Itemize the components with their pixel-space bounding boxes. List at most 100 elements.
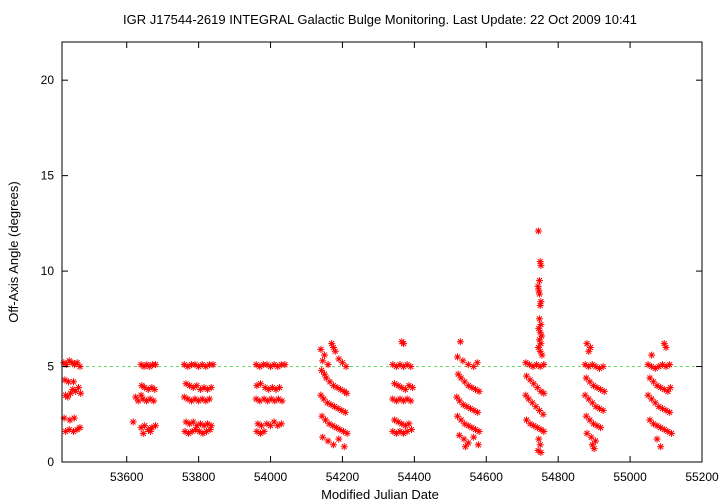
data-point [534, 282, 542, 290]
data-point [537, 261, 545, 269]
x-tick-label: 54000 [254, 470, 288, 484]
axis-ticks-layer: 53600 53800 54000 54200 54400 54600 54800 55000… [41, 42, 719, 484]
data-point [335, 435, 343, 443]
x-tick-label: 55000 [613, 470, 647, 484]
data-point [666, 361, 674, 369]
data-point [343, 429, 351, 437]
data-point [400, 363, 408, 371]
data-point [317, 391, 325, 399]
data-point [662, 343, 670, 351]
data-point [537, 321, 545, 329]
data-point [258, 422, 266, 430]
data-point [522, 391, 530, 399]
x-tick-label: 54600 [470, 470, 504, 484]
data-point [319, 357, 327, 365]
data-point [666, 408, 674, 416]
data-point [70, 378, 78, 386]
data-point [664, 387, 672, 395]
data-point [207, 384, 215, 392]
data-point [523, 416, 531, 424]
data-point [454, 353, 462, 361]
data-point [151, 361, 159, 369]
y-axis-label: Off-Axis Angle (degrees) [6, 181, 21, 322]
data-point [470, 433, 478, 441]
chart-title: IGR J17544-2619 INTEGRAL Galactic Bulge … [123, 12, 637, 27]
data-point [324, 437, 332, 445]
data-point [318, 366, 326, 374]
data-point [459, 357, 467, 365]
data-point [457, 416, 465, 424]
data-point [599, 406, 607, 414]
data-point [281, 361, 289, 369]
data-point [276, 384, 284, 392]
data-point [454, 370, 462, 378]
data-point [535, 435, 543, 443]
data-point [73, 359, 81, 367]
y-tick-label: 20 [41, 73, 55, 87]
data-point [455, 431, 463, 439]
data-point [324, 361, 332, 369]
x-tick-label: 53600 [110, 470, 144, 484]
data-point [129, 418, 137, 426]
data-point [407, 397, 415, 405]
data-point [320, 351, 328, 359]
data-point [343, 389, 351, 397]
data-point [585, 347, 593, 355]
y-tick-label: 15 [41, 169, 55, 183]
data-point [653, 435, 661, 443]
data-point [76, 363, 84, 371]
data-point [473, 359, 481, 367]
data-point [407, 426, 415, 434]
data-point [533, 424, 541, 432]
data-point [464, 361, 472, 369]
data-point [538, 351, 546, 359]
data-point [453, 393, 461, 401]
data-point [535, 315, 543, 323]
data-point [143, 361, 151, 369]
data-point [648, 351, 656, 359]
data-point [151, 422, 159, 430]
data-point [319, 433, 327, 441]
data-point [256, 380, 264, 388]
data-point [475, 387, 483, 395]
data-point [137, 391, 145, 399]
data-point [536, 441, 544, 449]
data-point [537, 340, 545, 348]
data-point [341, 408, 349, 416]
data-point [260, 427, 268, 435]
data-point [64, 393, 72, 401]
data-point [75, 384, 83, 392]
data-point [278, 397, 286, 405]
data-point [456, 338, 464, 346]
data-point [195, 363, 203, 371]
y-tick-label: 0 [47, 455, 54, 469]
data-point [277, 420, 285, 428]
data-point [536, 301, 544, 309]
data-point [474, 408, 482, 416]
data-point [329, 441, 337, 449]
data-point [464, 439, 472, 447]
data-point [317, 345, 325, 353]
y-tick-label: 10 [41, 264, 55, 278]
data-point [599, 363, 607, 371]
x-tick-label: 54200 [326, 470, 360, 484]
data-point [150, 397, 158, 405]
x-tick-label: 54800 [541, 470, 575, 484]
data-points-layer [60, 227, 675, 456]
data-point [407, 363, 415, 371]
data-point [146, 427, 154, 435]
data-point [597, 424, 605, 432]
data-point [331, 347, 339, 355]
data-point [667, 429, 675, 437]
data-point [202, 397, 210, 405]
data-point [461, 443, 469, 451]
x-tick-label: 55200 [685, 470, 719, 484]
data-point [657, 443, 665, 451]
data-point [193, 382, 201, 390]
data-point [320, 395, 328, 403]
data-point [535, 277, 543, 285]
data-point [540, 389, 548, 397]
data-point [205, 395, 213, 403]
data-point [151, 385, 159, 393]
data-point [540, 427, 548, 435]
